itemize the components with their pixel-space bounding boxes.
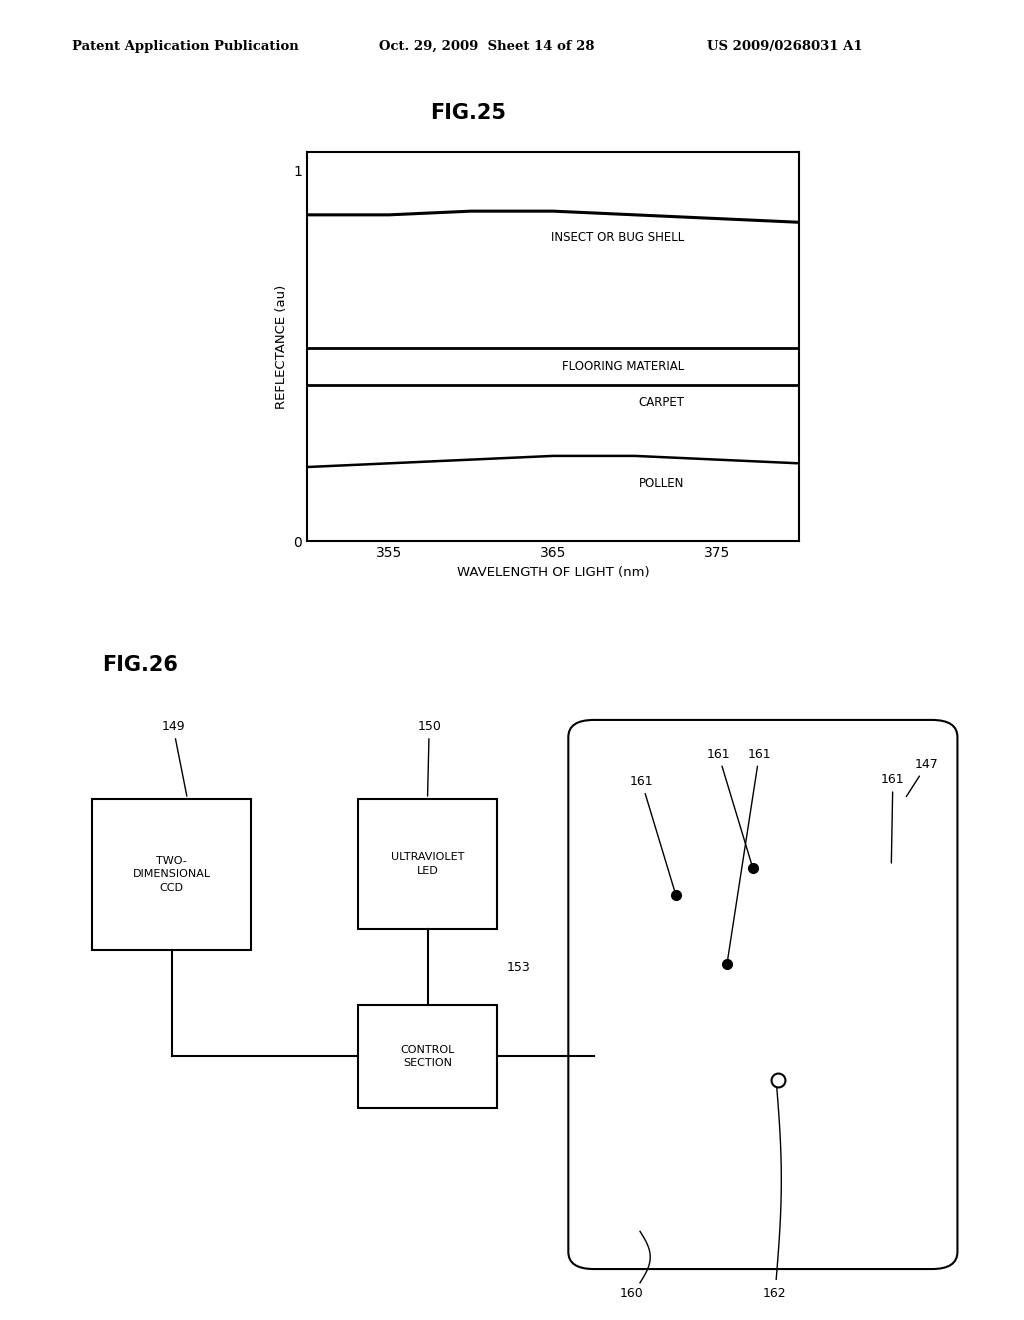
Text: 153: 153 [507,961,530,974]
Text: FLOORING MATERIAL: FLOORING MATERIAL [562,360,684,374]
Text: Oct. 29, 2009  Sheet 14 of 28: Oct. 29, 2009 Sheet 14 of 28 [379,40,594,53]
Text: ULTRAVIOLET
LED: ULTRAVIOLET LED [391,853,464,875]
FancyBboxPatch shape [568,719,957,1269]
Text: 160: 160 [620,1287,643,1299]
Text: TWO-
DIMENSIONAL
CCD: TWO- DIMENSIONAL CCD [132,857,211,892]
Text: 147: 147 [906,758,939,796]
Text: CARPET: CARPET [638,396,684,409]
FancyBboxPatch shape [92,799,251,950]
Text: 161: 161 [630,775,675,892]
Text: INSECT OR BUG SHELL: INSECT OR BUG SHELL [551,231,684,244]
X-axis label: WAVELENGTH OF LIGHT (nm): WAVELENGTH OF LIGHT (nm) [457,565,649,578]
Text: POLLEN: POLLEN [639,478,684,490]
Text: 149: 149 [161,721,186,796]
Text: 162: 162 [763,1287,786,1299]
Text: Patent Application Publication: Patent Application Publication [72,40,298,53]
Text: 161: 161 [707,747,752,865]
Text: FIG.26: FIG.26 [102,655,178,675]
Text: 150: 150 [418,721,441,796]
FancyBboxPatch shape [358,799,497,929]
Text: CONTROL
SECTION: CONTROL SECTION [400,1044,455,1068]
Y-axis label: REFLECTANCE (au): REFLECTANCE (au) [274,284,288,409]
Text: 161: 161 [727,747,771,961]
FancyBboxPatch shape [358,1005,497,1107]
Text: FIG.25: FIG.25 [430,103,506,123]
Text: 161: 161 [881,774,904,863]
Text: US 2009/0268031 A1: US 2009/0268031 A1 [707,40,862,53]
